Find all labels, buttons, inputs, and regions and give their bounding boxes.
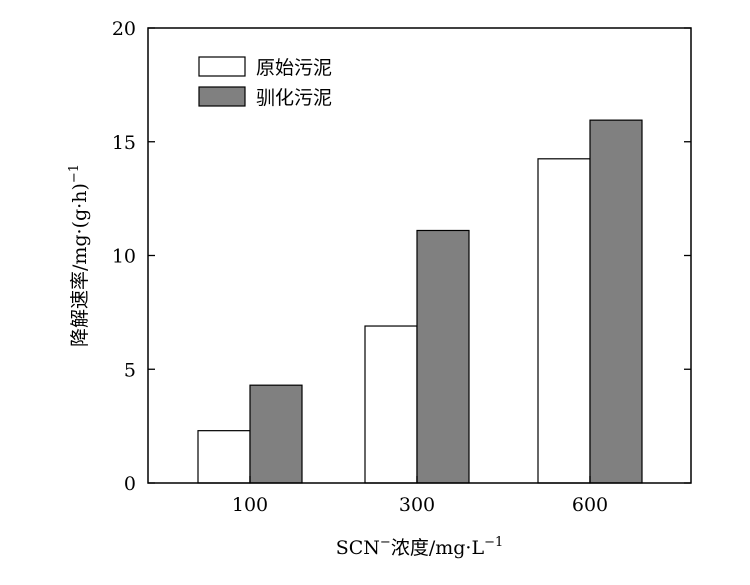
y-axis-ticks: 0 5 10 15 20: [112, 18, 691, 495]
x-tick-label-600: 600: [572, 494, 608, 516]
legend-swatch-acclimated-sludge: [198, 86, 246, 107]
legend-swatch-original-sludge: [198, 56, 246, 77]
y-tick-label-0: 0: [124, 473, 136, 495]
y-tick-label-20: 20: [112, 18, 136, 40]
bar-acclimated-300: [416, 229, 470, 484]
y-axis-label-unit-exponent: −1: [67, 164, 82, 183]
bar-acclimated-600: [589, 119, 643, 484]
y-tick-label-15: 15: [112, 132, 136, 154]
x-axis-label-prefix: SCN: [336, 537, 380, 559]
x-axis-label: SCN−浓度/mg·L−1: [336, 535, 504, 559]
x-axis-ticks: 100 300 600: [232, 476, 608, 516]
legend-label-acclimated-sludge: 驯化污泥: [256, 87, 332, 109]
legend-label-original-sludge: 原始污泥: [256, 57, 332, 79]
x-axis-label-superscript: −: [380, 535, 391, 550]
y-axis-label: 降解速率/mg·(g·h)−1: [67, 164, 91, 347]
x-tick-label-100: 100: [232, 494, 268, 516]
x-axis-label-unit-exponent: −1: [484, 535, 503, 550]
bars-layer: [197, 119, 643, 484]
bar-original-600: [537, 158, 591, 484]
bar-original-100: [197, 430, 251, 484]
legend: 原始污泥 驯化污泥: [198, 56, 332, 109]
bar-original-300: [364, 325, 418, 484]
y-tick-label-5: 5: [124, 359, 136, 381]
x-tick-label-300: 300: [399, 494, 435, 516]
y-tick-label-10: 10: [112, 246, 136, 268]
x-axis-label-text: 浓度/mg·L: [391, 537, 485, 559]
bar-acclimated-100: [249, 384, 303, 484]
y-axis-label-text: 降解速率/mg·(g·h): [69, 183, 91, 347]
